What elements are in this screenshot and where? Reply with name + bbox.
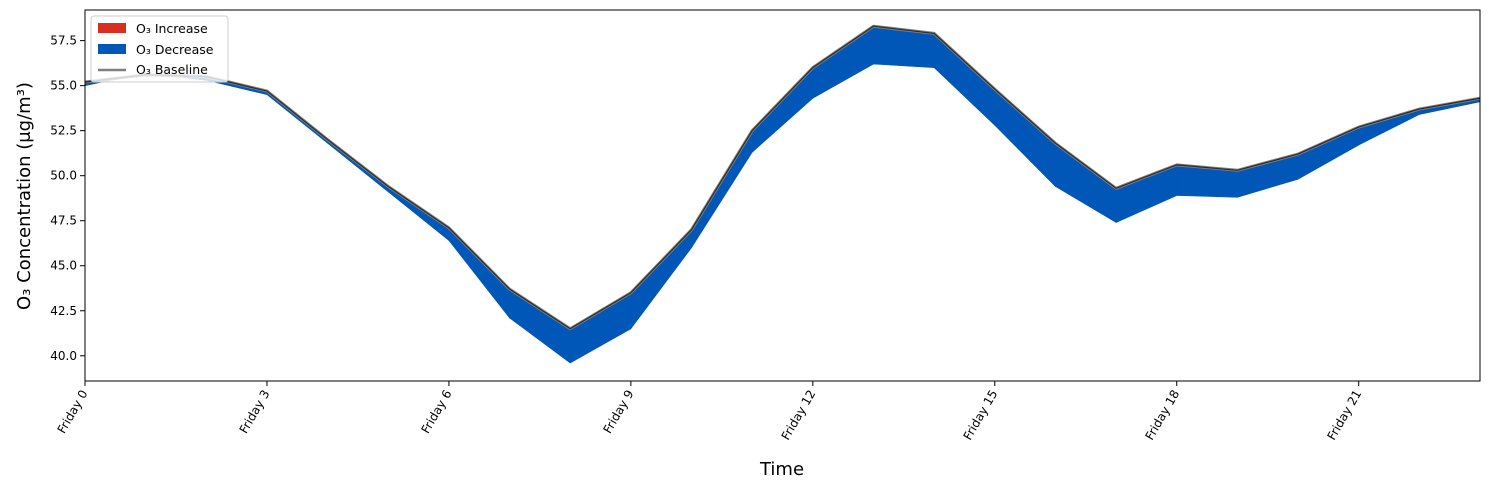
y-tick-label-5: 52.5 <box>50 124 77 138</box>
x-tick-label-6: Friday 18 <box>1142 388 1182 443</box>
decrease-area-9-0 <box>630 228 692 330</box>
y-axis-title: O₃ Concentration (μg/m³) <box>14 82 35 310</box>
x-tick-label-7: Friday 21 <box>1324 388 1364 443</box>
decrease-area-7-0 <box>509 288 571 364</box>
decrease-area-8-0 <box>569 292 632 364</box>
baseline-line-core <box>85 25 1480 330</box>
decrease-area-19-0 <box>1237 153 1299 198</box>
decrease-area-6-0 <box>448 227 510 319</box>
x-axis: Friday 0 Friday 3 Friday 6 Friday 9 Friday 1… <box>55 381 1364 443</box>
y-tick-label-4: 50.0 <box>50 169 77 183</box>
legend-decrease-swatch <box>98 44 126 54</box>
y-tick-label-0: 40.0 <box>50 349 77 363</box>
decrease-area-15-0 <box>994 88 1056 188</box>
y-tick-label-7: 57.5 <box>50 34 77 48</box>
x-tick-label-1: Friday 3 <box>237 388 273 436</box>
y-tick-label-3: 47.5 <box>50 214 77 228</box>
y-tick-label-1: 42.5 <box>50 304 77 318</box>
y-axis: 40.0 42.5 45.0 47.5 50.0 52.5 55.0 57.5 <box>50 34 85 363</box>
x-tick-label-0: Friday 0 <box>55 388 91 436</box>
y-tick-label-6: 55.0 <box>50 79 77 93</box>
plot-frame <box>84 9 1481 382</box>
y-tick-label-2: 45.0 <box>50 259 77 273</box>
decrease-area-5-0 <box>387 185 450 242</box>
legend-baseline-label: O₃ Baseline <box>136 62 208 77</box>
legend-increase-label: O₃ Increase <box>136 21 208 36</box>
x-tick-label-5: Friday 15 <box>961 388 1001 443</box>
decrease-area-20-0 <box>1297 126 1359 180</box>
decrease-area-11-0 <box>751 66 814 153</box>
x-axis-title: Time <box>759 459 804 480</box>
legend: O₃ Increase O₃ Decrease O₃ Baseline <box>90 15 229 83</box>
x-tick-label-2: Friday 6 <box>418 388 454 436</box>
fill-layer <box>85 25 1480 364</box>
decrease-area-17-0 <box>1115 164 1178 223</box>
x-tick-label-4: Friday 12 <box>779 388 819 443</box>
legend-decrease-label: O₃ Decrease <box>136 42 214 57</box>
legend-increase-swatch <box>98 23 126 33</box>
line-layer <box>85 24 1480 331</box>
decrease-area-21-0 <box>1358 108 1420 146</box>
x-tick-label-3: Friday 9 <box>600 388 636 436</box>
